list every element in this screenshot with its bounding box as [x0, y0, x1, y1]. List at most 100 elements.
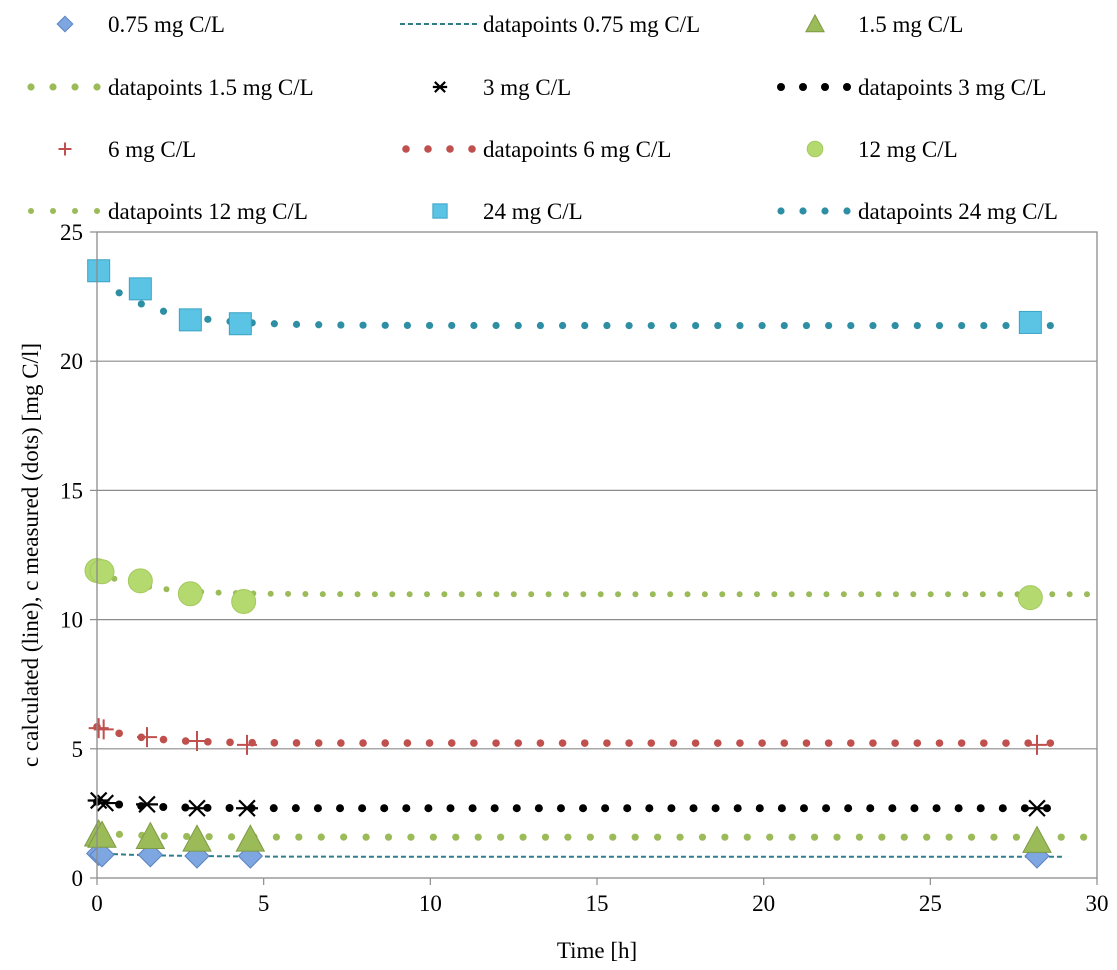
data-marker: [135, 821, 166, 850]
data-dot: [825, 321, 833, 330]
legend-label: datapoints 12 mg C/L: [108, 199, 308, 224]
data-dot: [932, 804, 941, 813]
data-dot: [958, 321, 966, 330]
data-dot: [545, 591, 552, 598]
data-dot: [337, 591, 344, 598]
data-dot: [115, 830, 124, 838]
data-dot: [736, 321, 744, 330]
data-dot: [163, 586, 170, 593]
data-dot: [470, 321, 478, 330]
legend-dot: [49, 83, 57, 91]
data-dot: [609, 833, 617, 841]
data-dot: [384, 833, 393, 841]
data-dot: [183, 832, 191, 841]
data-dot: [512, 804, 521, 813]
legend-item-datapoints-12-mg-c-l: datapoints 12 mg C/L: [28, 199, 308, 224]
data-dot: [510, 591, 517, 598]
data-marker: [89, 559, 115, 585]
series-12-mg-c-l: [84, 558, 1043, 615]
legend-symbol: [432, 81, 448, 93]
data-dot: [425, 321, 434, 330]
data-dot: [441, 591, 448, 598]
data-dot: [492, 739, 500, 747]
data-dot: [910, 591, 917, 598]
legend-dot: [94, 208, 100, 214]
data-dot: [736, 739, 744, 747]
data-dot: [359, 321, 367, 329]
data-marker: [177, 581, 203, 607]
data-dot: [733, 804, 742, 813]
legend-symbol: [805, 13, 825, 33]
legend-label: 6 mg C/L: [108, 137, 196, 162]
data-dot: [402, 804, 411, 813]
series-datapoints-1-5-mg-c-l: [93, 829, 1088, 841]
data-dot: [669, 321, 678, 330]
x-tick-label: 5: [258, 891, 270, 916]
data-dot: [766, 833, 774, 841]
data-dot: [1046, 739, 1055, 747]
data-dot: [474, 833, 482, 841]
data-dot: [615, 591, 622, 598]
y-tick-label: 20: [60, 349, 83, 374]
data-dot: [954, 804, 963, 813]
data-dot: [788, 591, 795, 598]
data-dot: [910, 804, 919, 813]
data-marker: [87, 259, 111, 283]
data-dot: [669, 739, 678, 747]
data-marker: [236, 799, 258, 817]
legend-dot: [821, 83, 829, 91]
data-dot: [601, 804, 610, 813]
legend-label: 3 mg C/L: [483, 75, 571, 100]
legend-label: datapoints 1.5 mg C/L: [108, 75, 314, 100]
data-dot: [424, 591, 430, 598]
data-dot: [490, 804, 499, 813]
data-dot: [205, 833, 213, 841]
data-dot: [654, 833, 662, 841]
data-dot: [358, 804, 367, 813]
data-dot: [980, 739, 988, 747]
data-marker: [187, 731, 207, 752]
data-dot: [270, 739, 279, 747]
x-tick-label: 20: [752, 891, 775, 916]
legend-symbol: [402, 145, 476, 153]
data-dot: [564, 833, 572, 841]
data-dot: [833, 833, 841, 841]
data-marker: [231, 589, 257, 615]
data-dot: [272, 833, 280, 841]
data-dot: [957, 739, 966, 747]
y-tick-label: 0: [72, 866, 84, 891]
data-dot: [581, 321, 589, 330]
data-dot: [315, 321, 323, 329]
data-dot: [181, 803, 190, 812]
data-dot: [869, 739, 877, 747]
data-dot: [558, 321, 567, 330]
data-dot: [159, 307, 168, 315]
data-dot: [159, 735, 168, 744]
data-dot: [888, 804, 897, 813]
data-dot: [285, 590, 292, 597]
data-dot: [802, 739, 811, 747]
data-dot: [381, 321, 389, 329]
legend-marker: [432, 81, 448, 93]
legend-dot: [468, 145, 476, 153]
x-tick-label: 30: [1086, 891, 1109, 916]
data-dot: [225, 803, 234, 812]
data-dot: [528, 591, 535, 598]
data-dot: [824, 739, 833, 747]
data-dot: [623, 804, 632, 813]
legend-symbol: [432, 203, 448, 219]
legend-item-1-5-mg-c-l: 1.5 mg C/L: [805, 12, 963, 37]
data-dot: [935, 739, 944, 747]
data-marker: [1027, 734, 1047, 755]
legend-dot: [799, 83, 807, 91]
data-dot: [736, 591, 743, 598]
data-dot: [137, 300, 145, 308]
data-dot: [597, 591, 604, 598]
data-dot: [458, 591, 465, 598]
data-dot: [270, 320, 278, 328]
data-dot: [891, 739, 899, 747]
legend-dot: [424, 145, 432, 153]
data-dot: [603, 321, 611, 330]
legend-dot: [72, 208, 78, 214]
legend-label: datapoints 3 mg C/L: [858, 75, 1046, 100]
